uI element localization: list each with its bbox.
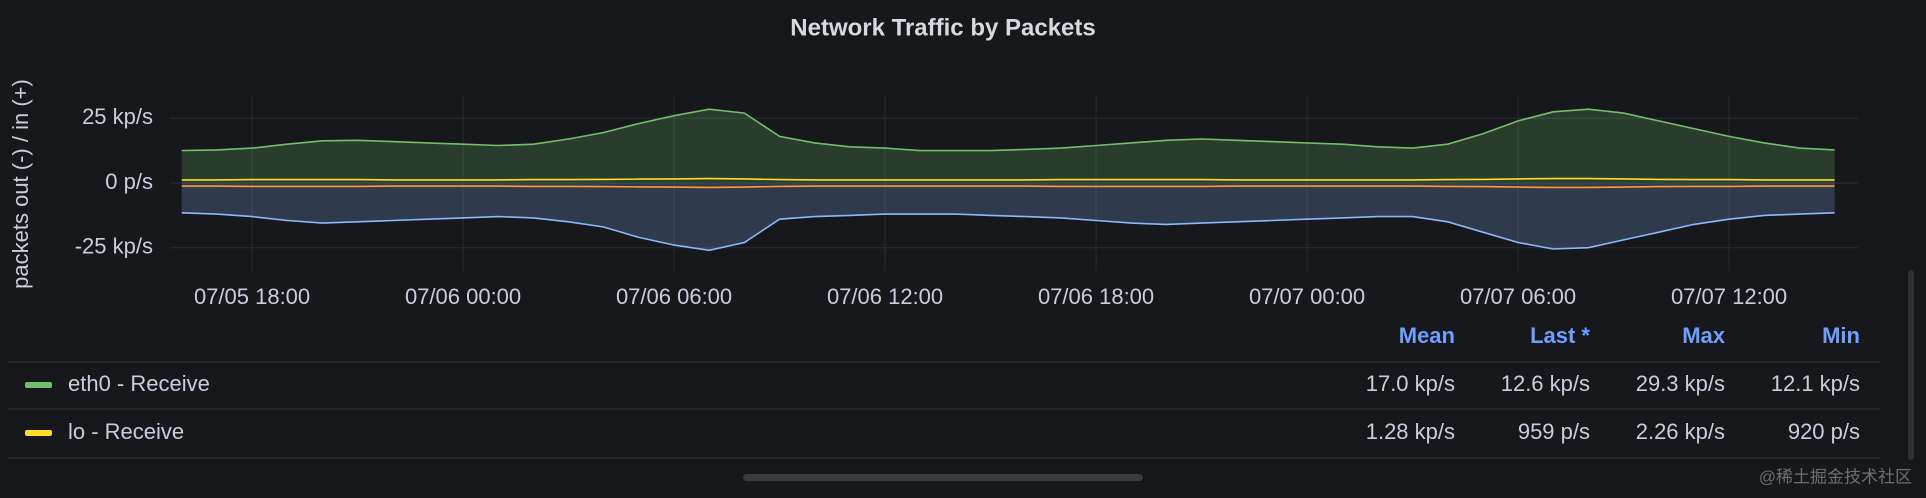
legend-stat: 959 p/s xyxy=(1518,419,1590,444)
y-tick-label: 25 kp/s xyxy=(82,104,153,129)
legend-stat: 920 p/s xyxy=(1788,419,1860,444)
x-tick-label: 07/06 06:00 xyxy=(616,284,732,309)
legend-stat: 1.28 kp/s xyxy=(1366,419,1455,444)
legend-column-header: Last * xyxy=(1530,323,1590,348)
legend-stat: 2.26 kp/s xyxy=(1636,419,1725,444)
legend-stat: 12.1 kp/s xyxy=(1771,371,1860,396)
series-area xyxy=(181,109,1835,183)
legend-stat: 12.6 kp/s xyxy=(1501,371,1590,396)
legend-label: eth0 - Receive xyxy=(68,371,210,396)
legend-column-header: Min xyxy=(1822,323,1860,348)
series-line xyxy=(181,212,1835,252)
series-line xyxy=(181,185,1835,189)
x-tick-label: 07/05 18:00 xyxy=(194,284,310,309)
legend-label: lo - Receive xyxy=(68,419,184,444)
watermark: @稀土掘金技术社区 xyxy=(1759,467,1912,486)
x-tick-label: 07/06 00:00 xyxy=(405,284,521,309)
y-tick-label: -25 kp/s xyxy=(75,234,153,259)
y-axis-label: packets out (-) / in (+) xyxy=(8,79,33,289)
x-tick-label: 07/07 06:00 xyxy=(1460,284,1576,309)
series-area xyxy=(181,183,1835,251)
x-tick-label: 07/07 12:00 xyxy=(1671,284,1787,309)
scrollbar[interactable] xyxy=(1908,270,1914,460)
scrollbar[interactable] xyxy=(743,474,1143,481)
legend-column-header: Mean xyxy=(1399,323,1455,348)
x-tick-label: 07/07 00:00 xyxy=(1249,284,1365,309)
legend-column-header: Max xyxy=(1682,323,1726,348)
legend-stat: 29.3 kp/s xyxy=(1636,371,1725,396)
y-tick-label: 0 p/s xyxy=(105,169,153,194)
legend-swatch xyxy=(25,430,52,436)
series-line xyxy=(181,177,1835,181)
legend-stat: 17.0 kp/s xyxy=(1366,371,1455,396)
x-tick-label: 07/06 18:00 xyxy=(1038,284,1154,309)
chart-title: Network Traffic by Packets xyxy=(790,14,1095,41)
legend-swatch xyxy=(25,382,52,388)
x-tick-label: 07/06 12:00 xyxy=(827,284,943,309)
series-line xyxy=(181,108,1835,152)
